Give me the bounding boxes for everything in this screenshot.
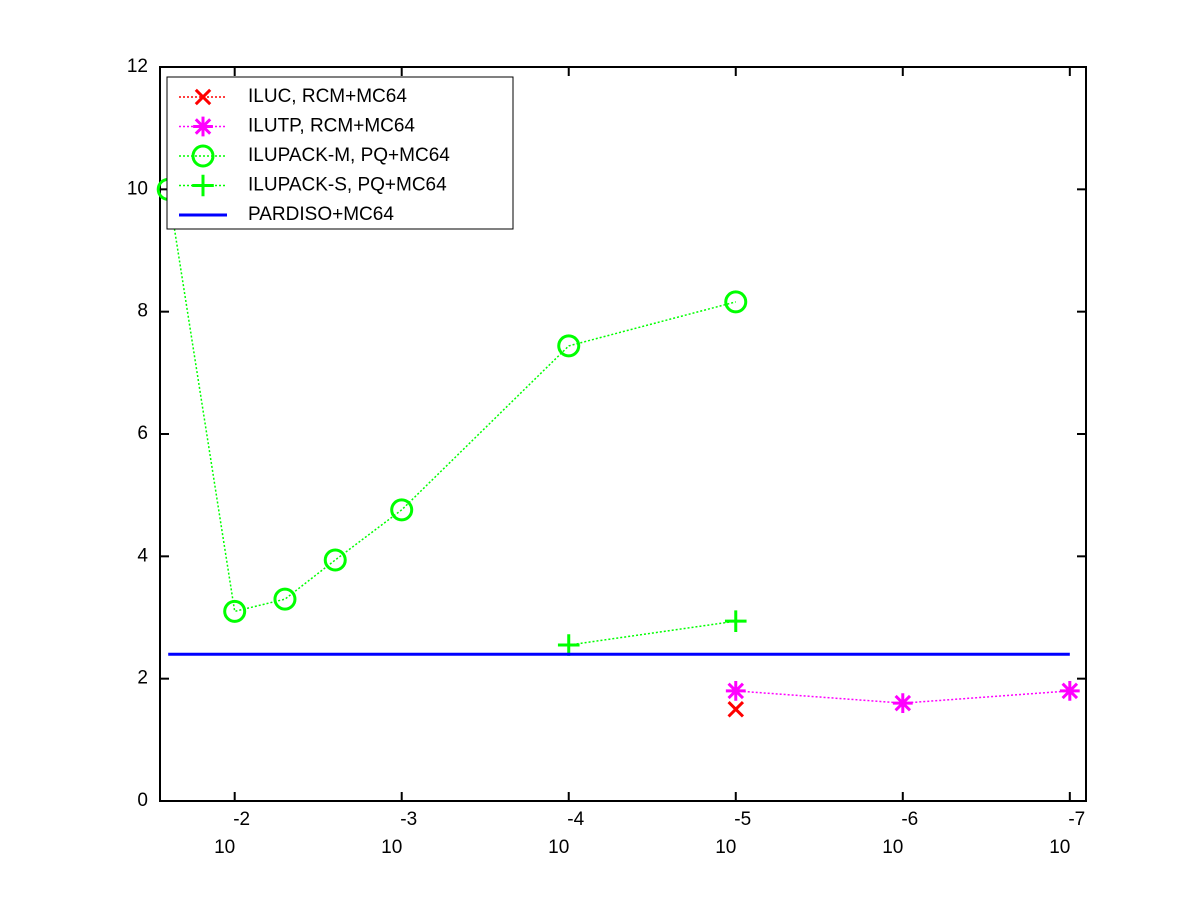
legend-label: ILUPACK-S, PQ+MC64 [248, 175, 447, 196]
marker [557, 334, 581, 358]
legend-label: ILUTP, RCM+MC64 [248, 116, 415, 137]
y-tick-label: 12 [127, 56, 148, 77]
marker [273, 587, 297, 611]
x-tick-exponent: -5 [734, 809, 751, 830]
x-tick-label: 10 [381, 837, 402, 858]
y-tick-label: 4 [137, 545, 148, 566]
marker [223, 599, 247, 623]
marker [725, 681, 746, 701]
marker [724, 290, 748, 314]
x-tick-label: 10 [214, 837, 235, 858]
x-tick-label: 10 [882, 837, 903, 858]
x-tick-exponent: -2 [233, 809, 250, 830]
legend-label: ILUC, RCM+MC64 [248, 86, 407, 107]
marker [323, 548, 347, 572]
y-tick-label: 2 [137, 668, 148, 689]
marker [390, 498, 414, 522]
y-tick-label: 0 [137, 790, 148, 811]
legend-label: ILUPACK-M, PQ+MC64 [248, 145, 450, 166]
y-tick-label: 10 [127, 178, 148, 199]
x-tick-exponent: -7 [1068, 809, 1085, 830]
y-tick-label: 6 [137, 423, 148, 444]
series-line [167, 189, 736, 613]
x-tick-label: 10 [1049, 837, 1070, 858]
marker [192, 174, 214, 197]
marker [193, 116, 213, 137]
marker [724, 610, 747, 632]
x-tick-exponent: -3 [400, 809, 417, 830]
marker [557, 634, 580, 656]
x-tick-exponent: -6 [901, 809, 918, 830]
legend-label: PARDISO+MC64 [248, 204, 394, 225]
marker [194, 88, 212, 106]
x-tick-label: 10 [548, 837, 569, 858]
marker [892, 693, 913, 714]
legend-box [166, 76, 514, 230]
x-tick-label: 10 [715, 837, 736, 858]
x-tick-exponent: -4 [567, 809, 584, 830]
series-line [568, 620, 736, 646]
marker [1059, 681, 1080, 701]
marker [727, 700, 745, 718]
marker [191, 144, 215, 168]
y-tick-label: 8 [137, 301, 148, 322]
